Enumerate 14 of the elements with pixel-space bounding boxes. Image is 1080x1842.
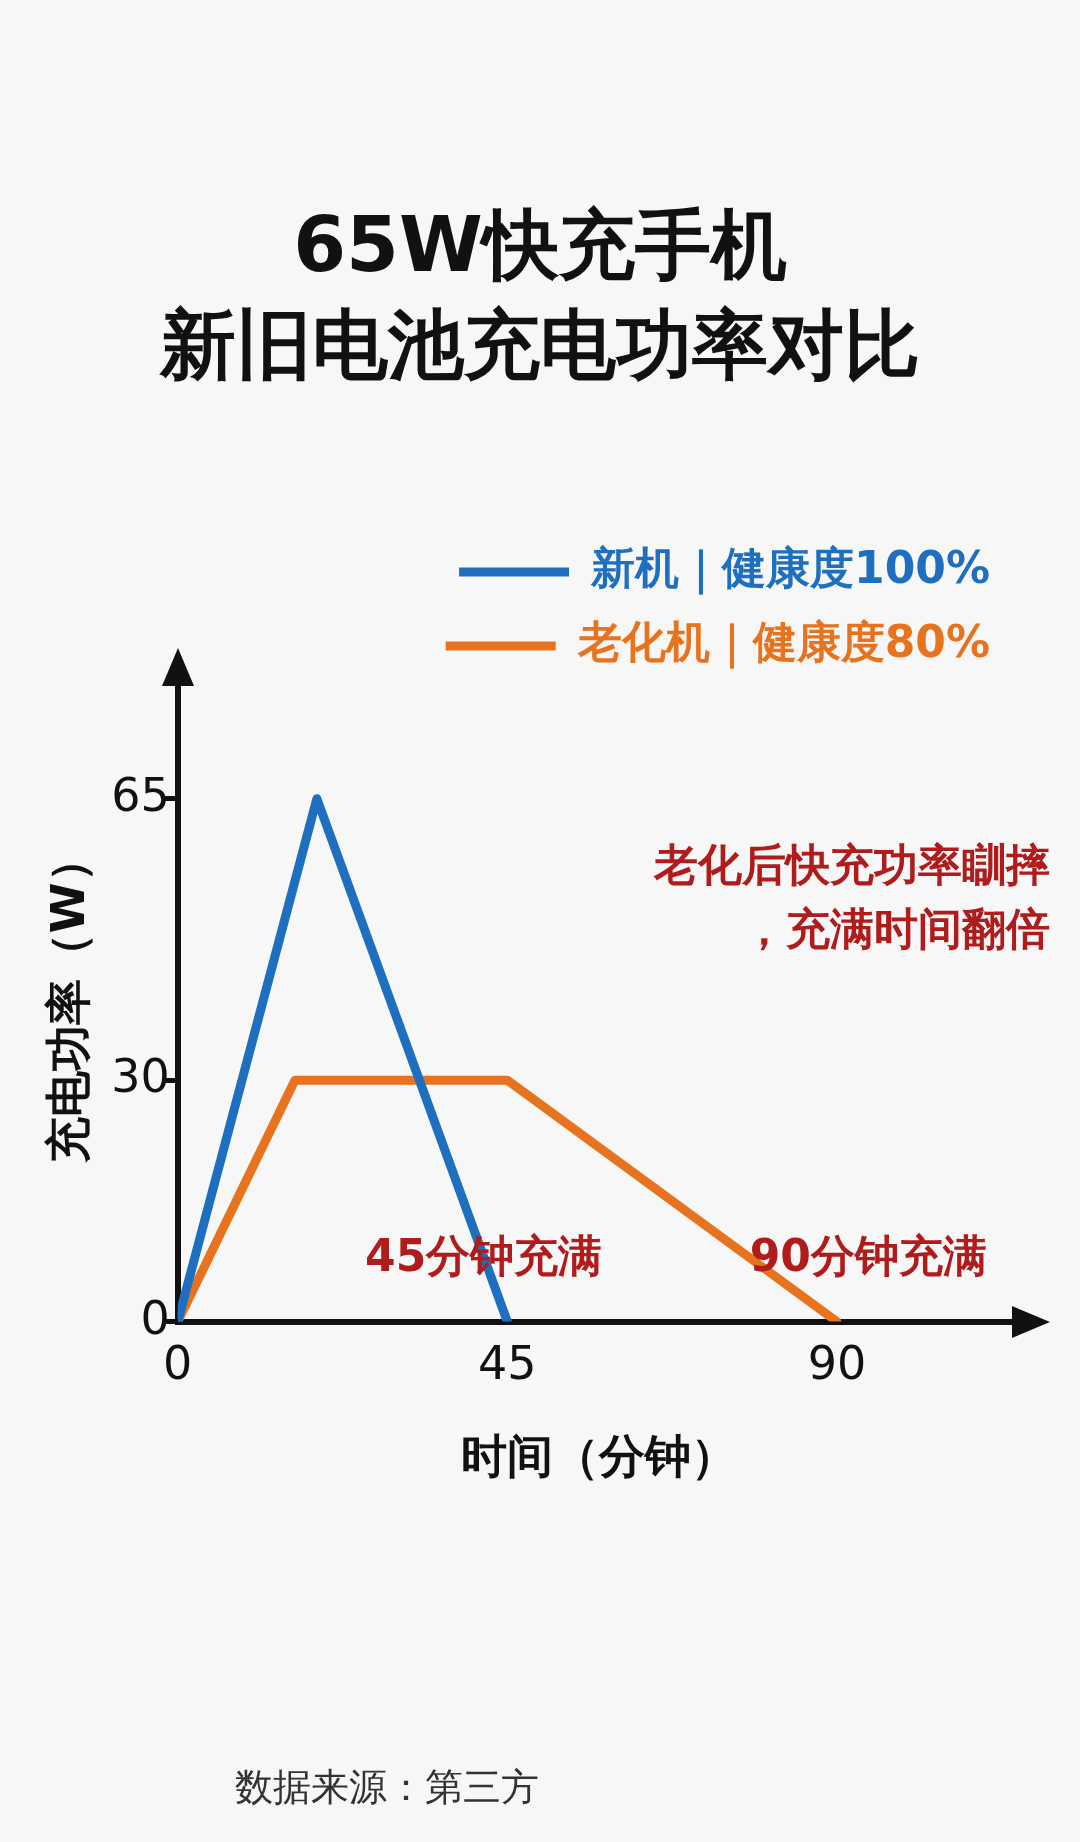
legend-label: 新机｜健康度100% xyxy=(590,542,991,596)
source-note: 数据来源：第三方 xyxy=(235,1764,539,1811)
annotation: 90分钟充满 xyxy=(749,1230,987,1282)
y-tick-label: 65 xyxy=(111,767,170,822)
x-axis-title: 时间（分钟） xyxy=(460,1429,737,1484)
annotation: 老化后快充功率瞓摔，充满时间翻倍 xyxy=(653,838,1050,954)
chart-subtitle: 新旧电池充电功率对比 xyxy=(158,299,921,391)
y-axis-title: 充电功率（W） xyxy=(40,836,95,1165)
x-tick-label: 45 xyxy=(478,1336,537,1391)
legend-label: 老化机｜健康度80% xyxy=(576,616,991,670)
y-tick-label: 0 xyxy=(140,1290,170,1345)
y-tick-label: 30 xyxy=(111,1049,170,1104)
x-tick-label: 90 xyxy=(807,1336,867,1391)
chart-title: 65W快充手机 xyxy=(292,199,788,291)
